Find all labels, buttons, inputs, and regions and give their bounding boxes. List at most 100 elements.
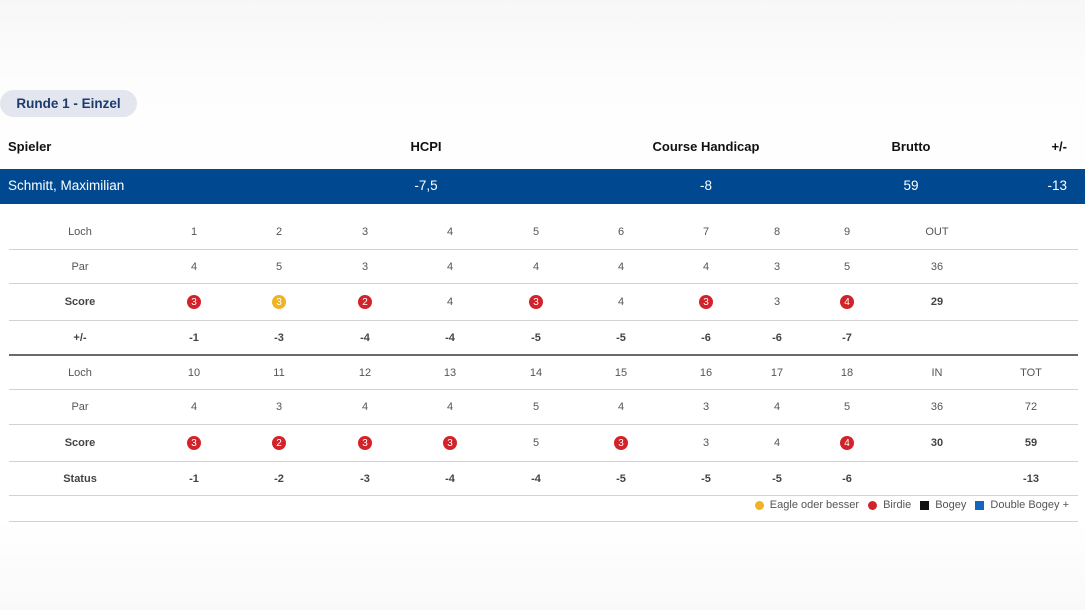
row-back-par: Par 4 3 4 4 5 4 3 4 5 36 72 (9, 390, 1078, 425)
status-value: -5 (772, 472, 782, 485)
hole-number: 6 (617, 226, 625, 238)
hole-number: 4 (446, 226, 454, 238)
score-tot: 59 (1024, 437, 1038, 449)
score-value: 4 (617, 296, 625, 308)
par-value: 3 (702, 401, 710, 413)
status-value: -4 (531, 472, 541, 485)
par-value: 4 (446, 260, 454, 273)
hole-number: 9 (843, 226, 851, 238)
status-value: -5 (616, 472, 626, 485)
hole-number: 13 (443, 366, 457, 379)
score-value: 4 (446, 296, 454, 308)
status-value: -2 (274, 472, 284, 485)
score-value: 2 (259, 425, 299, 461)
hole-number: 12 (358, 366, 372, 379)
row-label-status: Status (63, 472, 97, 485)
par-value: 5 (275, 260, 283, 273)
score-marker-birdie: 3 (187, 436, 201, 450)
score-marker-birdie: 4 (840, 295, 854, 309)
row-back-status: Status -1 -2 -3 -4 -4 -5 -5 -5 -6 -13 (9, 462, 1078, 496)
player-plusminus: -13 (1047, 178, 1067, 193)
score-marker-birdie: 3 (529, 295, 543, 309)
plusminus-value: -4 (445, 331, 455, 344)
score-value: 4 (773, 437, 781, 449)
legend-circle-icon (754, 500, 764, 510)
legend-label: Birdie (883, 499, 912, 511)
row-label-par: Par (71, 401, 89, 413)
round-label: Runde 1 - Einzel (16, 96, 121, 111)
plusminus-value: -4 (360, 331, 370, 344)
score-marker-eagle: 3 (272, 295, 286, 309)
score-value: 3 (516, 284, 556, 320)
player-brutto: 59 (903, 178, 919, 193)
legend-label: Bogey (935, 499, 967, 511)
divider (9, 521, 1078, 522)
score-value: 3 (773, 296, 781, 308)
header-brutto: Brutto (891, 139, 931, 154)
plusminus-value: -7 (842, 331, 852, 344)
hole-number: 17 (770, 366, 784, 379)
hole-number: 7 (702, 226, 710, 238)
par-value: 3 (773, 260, 781, 273)
out-label: OUT (925, 226, 949, 238)
hole-number: 1 (190, 226, 198, 238)
hole-number: 16 (699, 366, 713, 379)
score-in: 30 (930, 437, 944, 449)
round-tab[interactable]: Runde 1 - Einzel (0, 90, 137, 117)
player-row[interactable]: Schmitt, Maximilian -7,5 -8 59 -13 (0, 169, 1085, 204)
score-value: 2 (345, 284, 385, 320)
score-value: 3 (174, 284, 214, 320)
player-hcpi: -7,5 (414, 178, 438, 193)
hole-number: 5 (532, 226, 540, 238)
header-hcpi: HCPI (410, 139, 442, 154)
header-course-handicap: Course Handicap (652, 139, 760, 154)
par-value: 4 (617, 260, 625, 273)
score-marker-birdie: 4 (840, 436, 854, 450)
score-value: 3 (686, 284, 726, 320)
par-value: 4 (617, 401, 625, 413)
par-in: 36 (930, 401, 944, 413)
score-marker-birdie: 2 (358, 295, 372, 309)
par-value: 3 (361, 260, 369, 273)
plusminus-value: -3 (274, 331, 284, 344)
legend-label: Double Bogey + (990, 499, 1069, 511)
status-value: -4 (445, 472, 455, 485)
score-value: 3 (601, 425, 641, 461)
legend-label: Eagle oder besser (769, 499, 860, 511)
plusminus-value: -6 (701, 331, 711, 344)
legend: Eagle oder besser Birdie Bogey Double Bogey… (746, 499, 1069, 511)
in-label: IN (931, 366, 943, 379)
player-course-handicap: -8 (699, 178, 713, 193)
row-label-score: Score (64, 296, 96, 308)
row-label-plusminus: +/- (73, 331, 87, 344)
row-back-score: Score 3 2 3 3 5 3 3 4 4 30 59 (9, 425, 1078, 462)
par-value: 4 (773, 401, 781, 413)
hole-number: 2 (275, 226, 283, 238)
status-tot: -13 (1023, 472, 1039, 485)
score-value: 4 (827, 425, 867, 461)
score-marker-birdie: 3 (187, 295, 201, 309)
par-value: 5 (843, 260, 851, 273)
status-value: -6 (842, 472, 852, 485)
plusminus-value: -5 (531, 331, 541, 344)
status-value: -1 (189, 472, 199, 485)
legend-square-icon (920, 500, 930, 510)
score-value: 4 (827, 284, 867, 320)
score-value: 3 (702, 437, 710, 449)
row-label-par: Par (71, 260, 89, 273)
score-value: 3 (345, 425, 385, 461)
plusminus-value: -6 (772, 331, 782, 344)
legend-square-icon (975, 500, 985, 510)
score-value: 3 (259, 284, 299, 320)
hole-number: 11 (273, 366, 285, 379)
plusminus-value: -5 (616, 331, 626, 344)
par-value: 4 (446, 401, 454, 413)
hole-number: 8 (773, 226, 781, 238)
tot-label: TOT (1020, 366, 1042, 379)
par-value: 4 (190, 260, 198, 273)
legend-circle-icon (868, 500, 878, 510)
par-value: 4 (702, 260, 710, 273)
scorecard: Loch 1 2 3 4 5 6 7 8 9 OUT Par 4 5 3 4 4 4 4 3 5 36 Score 3 3 2 4 3… (9, 215, 1078, 496)
score-value: 5 (532, 437, 540, 449)
row-back-holes: Loch 10 11 12 13 14 15 16 17 18 IN TOT (9, 356, 1078, 390)
